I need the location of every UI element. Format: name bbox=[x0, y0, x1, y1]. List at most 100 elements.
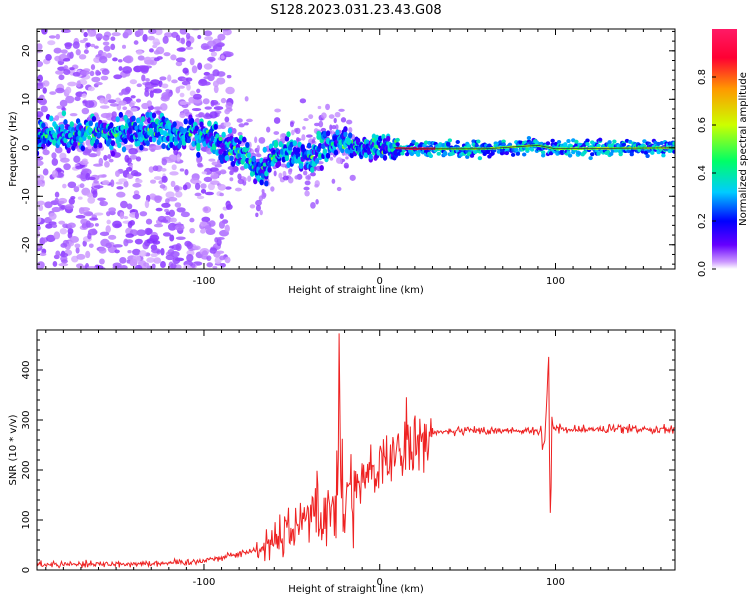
spectrogram-noise-cell bbox=[117, 59, 123, 63]
spectrogram-xtick-label: -100 bbox=[193, 276, 216, 287]
spectrogram-noise-cell bbox=[146, 100, 152, 107]
spectrogram-noise-cell bbox=[127, 250, 132, 254]
spectrogram-cell bbox=[548, 151, 554, 156]
spectrogram-noise-cell bbox=[154, 29, 163, 36]
spectrogram-noise-cell bbox=[107, 154, 112, 160]
spectrogram-noise-cell bbox=[37, 216, 42, 224]
spectrogram-noise-cell bbox=[72, 71, 81, 77]
spectrogram-noise-cell bbox=[37, 160, 44, 167]
spectrogram-cell bbox=[66, 147, 71, 154]
spectrogram-noise-cell bbox=[133, 190, 140, 196]
spectrogram-noise-cell bbox=[314, 184, 319, 188]
spectrogram-noise-cell bbox=[85, 250, 91, 259]
spectrogram-cell bbox=[621, 142, 627, 147]
spectrogram-noise-cell bbox=[118, 66, 123, 72]
spectrogram-noise-cell bbox=[349, 174, 356, 181]
spectrogram-noise-cell bbox=[124, 154, 130, 163]
spectrogram-noise-cell bbox=[172, 256, 181, 265]
spectrogram-noise-cell bbox=[338, 108, 345, 112]
spectrogram-cell bbox=[41, 122, 46, 129]
spectrogram-cell bbox=[482, 152, 487, 157]
spectrogram-noise-cell bbox=[159, 76, 167, 81]
spectrogram-noise-cell bbox=[60, 49, 68, 54]
spectrogram-noise-cell bbox=[303, 170, 308, 176]
spectrogram-cell bbox=[314, 158, 320, 165]
spectrogram-noise-cell bbox=[348, 126, 353, 133]
spectrogram-cell bbox=[218, 148, 223, 155]
spectrogram-noise-cell bbox=[120, 264, 128, 269]
spectrogram-noise-cell bbox=[45, 234, 56, 243]
spectrogram-cell bbox=[298, 162, 304, 169]
spectrogram-noise-cell bbox=[304, 190, 310, 197]
spectrogram-noise-cell bbox=[163, 52, 171, 57]
colorbar-ticks: 0.0 0.2 0.4 0.6 0.8 bbox=[697, 69, 716, 277]
spectrogram-noise-cell bbox=[184, 240, 192, 247]
spectrogram-noise-cell bbox=[225, 86, 235, 95]
spectrogram-noise-cell bbox=[333, 117, 337, 124]
spectrogram-noise-cell bbox=[81, 107, 90, 115]
spectrogram-cell bbox=[526, 136, 532, 141]
spectrogram-noise-cell bbox=[255, 212, 259, 218]
spectrogram-cell bbox=[98, 142, 103, 149]
spectrogram-noise-cell bbox=[303, 186, 310, 191]
spectrogram-noise-cell bbox=[37, 242, 41, 249]
spectrogram-noise-cell bbox=[47, 40, 56, 46]
spectrogram-noise-cell bbox=[150, 148, 156, 153]
spectrogram-noise-cell bbox=[62, 58, 71, 62]
spectrogram-noise-cell bbox=[103, 98, 109, 105]
spectrogram-noise-cell bbox=[103, 154, 108, 161]
spectrogram-noise-cell bbox=[153, 176, 162, 181]
spectrogram-cell bbox=[224, 155, 230, 162]
spectrogram-noise-cell bbox=[202, 206, 212, 214]
spectrogram-noise-cell bbox=[111, 32, 121, 37]
spectrogram-noise-cell bbox=[345, 156, 349, 160]
spectrogram-cell bbox=[136, 140, 141, 147]
spectrogram-cell bbox=[120, 124, 125, 131]
spectrogram-noise-cell bbox=[42, 149, 50, 156]
spectrogram-noise-cell bbox=[102, 41, 110, 46]
spectrogram-cell bbox=[268, 143, 274, 150]
spectrogram-cell bbox=[273, 142, 279, 149]
spectrogram-noise-cell bbox=[155, 207, 163, 212]
spectrogram-noise-cell bbox=[108, 207, 117, 213]
spectrogram-noise-cell bbox=[60, 243, 68, 248]
spectrogram-noise-cell bbox=[58, 220, 66, 225]
spectrogram-noise-cell bbox=[146, 257, 155, 263]
spectrogram-noise-cell bbox=[58, 200, 65, 205]
spectrogram-noise-cell bbox=[178, 85, 185, 89]
spectrogram-noise-cell bbox=[175, 34, 181, 42]
spectrogram-noise-cell bbox=[83, 49, 89, 54]
spectrogram-noise-cell bbox=[196, 195, 205, 200]
spectrogram-noise-cell bbox=[200, 183, 207, 189]
spectrogram-cell bbox=[253, 178, 258, 185]
spectrogram-noise-cell bbox=[99, 231, 110, 237]
spectrogram-cell bbox=[343, 131, 348, 138]
spectrogram-noise-cell bbox=[191, 65, 198, 74]
spectrogram-cell bbox=[245, 141, 250, 148]
spectrogram-noise-cell bbox=[182, 184, 188, 191]
spectrogram-noise-cell bbox=[210, 99, 219, 106]
spectrogram-noise-cell bbox=[63, 163, 71, 171]
spectrogram-cell bbox=[284, 155, 290, 162]
spectrogram-noise-cell bbox=[304, 180, 311, 186]
spectrogram-noise-cell bbox=[59, 99, 68, 107]
spectrogram-noise-cell bbox=[254, 136, 258, 144]
spectrogram-noise-cell bbox=[79, 39, 87, 44]
spectrogram-noise-cell bbox=[194, 182, 201, 191]
spectrogram-cell bbox=[529, 147, 535, 152]
spectrogram-ytick-label: -20 bbox=[21, 237, 32, 253]
spectrogram-noise-cell bbox=[237, 178, 245, 185]
spectrogram-noise-cell bbox=[256, 150, 260, 157]
spectrogram-noise-cell bbox=[98, 157, 104, 166]
spectrogram-noise-cell bbox=[122, 66, 133, 74]
spectrogram-noise-cell bbox=[72, 41, 80, 49]
spectrogram-cell bbox=[428, 154, 434, 159]
spectrogram-noise-cell bbox=[37, 200, 45, 206]
spectrogram-cell bbox=[442, 150, 448, 155]
spectrogram-cell bbox=[123, 138, 128, 145]
spectrogram-noise-cell bbox=[67, 81, 77, 87]
spectrogram-noise-cell bbox=[95, 33, 103, 40]
colorbar: 0.0 0.2 0.4 0.6 0.8 Normalized spectral ampl… bbox=[697, 29, 749, 277]
spectrogram-noise-cell bbox=[200, 228, 206, 234]
